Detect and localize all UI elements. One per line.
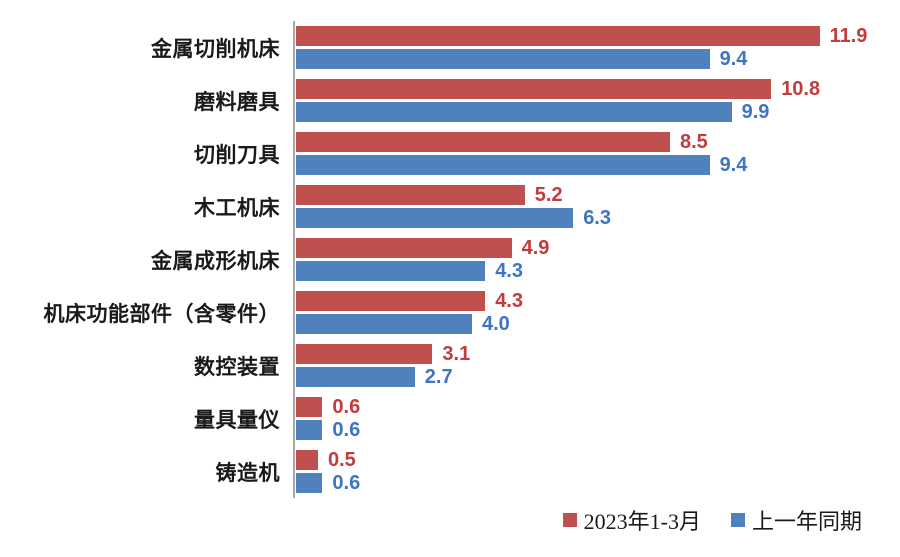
bar-group: 5.2 6.3 [293,185,900,228]
bar-line-current-period: 4.3 [296,291,900,311]
value-label-previous-period: 4.0 [482,313,510,335]
value-label-previous-period: 9.4 [719,48,748,70]
bar-previous-period [296,367,415,387]
bar-current-period [296,450,318,470]
category-label: 切削刀具 [194,142,280,167]
bar-current-period [296,185,525,205]
legend-marker-previous-period-icon [730,513,745,527]
bar-current-period [296,79,772,99]
legend-label-previous-period: 上一年同期 [751,509,862,534]
category-row: 机床功能部件（含零件） 4.3 4.0 [0,286,900,339]
value-label-current-period: 0.6 [332,396,361,418]
category-axis-line [293,21,295,498]
bar-line-previous-period: 9.9 [296,102,900,122]
bar-previous-period [296,102,732,122]
bar-line-previous-period: 6.3 [296,208,900,228]
value-label-current-period: 3.1 [442,343,471,365]
bar-line-previous-period: 0.6 [296,420,900,440]
bar-line-previous-period: 4.0 [296,314,900,334]
category-row: 金属成形机床 4.9 4.3 [0,233,900,286]
bar-current-period [296,238,512,258]
value-label-current-period: 10.8 [781,78,821,100]
category-label: 磨料磨具 [194,89,280,114]
value-label-current-period: 0.5 [328,449,356,471]
bar-line-previous-period: 9.4 [296,49,900,69]
bar-line-current-period: 3.1 [296,344,900,364]
value-label-current-period: 5.2 [534,184,563,206]
bar-group: 11.9 9.4 [293,26,900,69]
bar-line-current-period: 8.5 [296,132,900,152]
value-label-current-period: 8.5 [680,131,708,153]
value-label-previous-period: 0.6 [332,419,361,441]
bar-group: 4.3 4.0 [293,291,900,334]
bar-group: 0.6 0.6 [293,397,900,440]
bar-line-previous-period: 9.4 [296,155,900,175]
bar-group: 10.8 9.9 [293,79,900,122]
legend-label-current-period: 2023年1-3月 [583,509,701,534]
legend-item-current-period: 2023年1-3月 [562,504,701,536]
bar-line-current-period: 10.8 [296,79,900,99]
value-label-previous-period: 4.3 [495,260,523,282]
category-row: 金属切削机床 11.9 9.4 [0,21,900,74]
category-label: 铸造机 [215,460,280,485]
bar-line-previous-period: 2.7 [296,367,900,387]
plot-area: 金属切削机床 11.9 9.4 磨料磨具 10.8 9.9 切削刀具 8.5 9.4 木工机床 5.… [0,21,900,498]
bar-current-period [296,132,670,152]
bar-line-previous-period: 4.3 [296,261,900,281]
category-label: 金属成形机床 [151,248,280,273]
category-row: 量具量仪 0.6 0.6 [0,392,900,445]
bar-previous-period [296,49,710,69]
bar-previous-period [296,155,710,175]
bar-group: 3.1 2.7 [293,344,900,387]
value-label-current-period: 11.9 [829,25,868,47]
value-label-current-period: 4.3 [495,290,523,312]
bar-current-period [296,344,433,364]
category-row: 磨料磨具 10.8 9.9 [0,74,900,127]
category-row: 木工机床 5.2 6.3 [0,180,900,233]
value-label-previous-period: 6.3 [583,207,611,229]
bar-group: 0.5 0.6 [293,450,900,493]
bar-line-current-period: 5.2 [296,185,900,205]
category-row: 铸造机 0.5 0.6 [0,445,900,498]
bar-line-current-period: 11.9 [296,26,900,46]
chart-legend: 2023年1-3月 上一年同期 [562,504,862,536]
bar-line-current-period: 0.6 [296,397,900,417]
bar-current-period [296,291,486,311]
bar-previous-period [296,473,323,493]
category-label: 木工机床 [194,195,280,220]
value-label-previous-period: 2.7 [424,366,453,388]
bar-previous-period [296,208,574,228]
bar-line-current-period: 0.5 [296,450,900,470]
bar-group: 8.5 9.4 [293,132,900,175]
category-label: 量具量仪 [194,407,280,432]
bar-previous-period [296,261,486,281]
category-label: 机床功能部件（含零件） [43,301,280,326]
category-label: 金属切削机床 [151,36,280,61]
value-label-current-period: 4.9 [521,237,550,259]
category-row: 切削刀具 8.5 9.4 [0,127,900,180]
value-label-previous-period: 9.9 [741,101,770,123]
bar-line-previous-period: 0.6 [296,473,900,493]
value-label-previous-period: 0.6 [332,472,361,494]
bar-line-current-period: 4.9 [296,238,900,258]
category-row: 数控装置 3.1 2.7 [0,339,900,392]
bar-group: 4.9 4.3 [293,238,900,281]
legend-item-previous-period: 上一年同期 [730,504,862,536]
category-label: 数控装置 [194,354,280,379]
bar-previous-period [296,420,323,440]
bar-previous-period [296,314,472,334]
bar-current-period [296,397,323,417]
legend-marker-current-period-icon [562,513,577,527]
value-label-previous-period: 9.4 [719,154,748,176]
bar-current-period [296,26,820,46]
